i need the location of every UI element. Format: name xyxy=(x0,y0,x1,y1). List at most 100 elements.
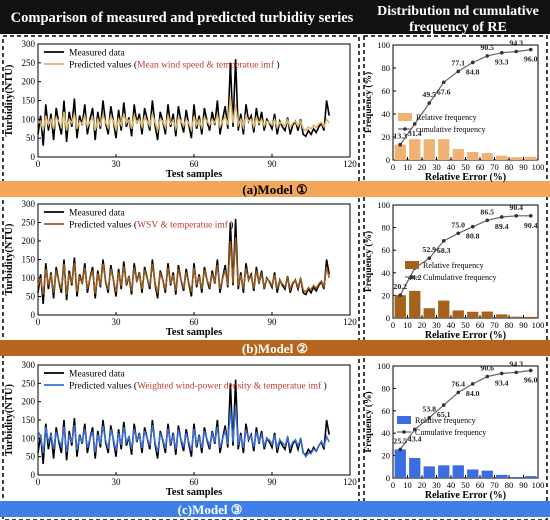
cumulative-data-label: 52.9 xyxy=(422,245,436,254)
y-tick-label: 80 xyxy=(382,63,391,73)
x-tick-label: 80 xyxy=(505,480,514,490)
y-tick-label: 20 xyxy=(382,132,391,142)
y-tick-label: 80 xyxy=(382,223,391,233)
y-tick-label: 20 xyxy=(382,290,391,300)
x-tick-label: 60 xyxy=(476,320,485,330)
y-tick-label: 60 xyxy=(382,245,391,255)
band-a-bg xyxy=(0,181,550,197)
x-tick-label: 20 xyxy=(418,320,427,330)
y-tick-label: 100 xyxy=(377,40,390,50)
cumulative-data-label: 76.4 xyxy=(451,379,465,388)
y-tick-label: 60 xyxy=(382,406,391,416)
cumulative-data-label: 67.6 xyxy=(437,87,451,96)
x-tick-label: 30 xyxy=(432,320,441,330)
cumulative-data-label: 93.4 xyxy=(495,378,509,387)
y-tick-label: 250 xyxy=(22,218,36,228)
cumulative-frequency-point xyxy=(470,382,475,386)
y-tick-label: 100 xyxy=(22,273,36,283)
y-axis-label: Turbidity(NTU) xyxy=(4,384,15,456)
x-tick-label: 0 xyxy=(391,480,395,490)
re-chart-b: 0 20 40 60 80 100 0 10 20 30 40 50 60 70 80 90 100 Relati… xyxy=(363,200,544,341)
cumulative-data-label: 96.0 xyxy=(524,375,538,384)
relative-frequency-bar xyxy=(394,144,406,160)
cumulative-frequency-point xyxy=(441,80,446,85)
x-axis-label: Relative Error (%) xyxy=(425,172,506,183)
cumulative-frequency-point xyxy=(427,415,432,420)
x-tick-label: 100 xyxy=(532,320,545,330)
x-tick-label: 30 xyxy=(112,477,122,487)
legend-predicted-inner: WSV & temperatue imf xyxy=(137,220,229,231)
relative-frequency-bar xyxy=(438,139,450,160)
re-chart-c: 0 20 40 60 80 100 0 10 20 30 40 50 60 70 80 90 100 Relati… xyxy=(363,359,544,501)
cumulative-frequency-point xyxy=(470,224,475,229)
cumulative-frequency-point xyxy=(499,50,504,55)
legend-measured-label: Measured data xyxy=(69,209,125,219)
relative-frequency-bar xyxy=(525,156,537,160)
cumulative-data-label: 96.0 xyxy=(524,55,538,64)
relative-frequency-bar xyxy=(525,316,537,318)
x-axis-label: Test samples xyxy=(166,327,223,338)
y-tick-label: 50 xyxy=(26,292,36,302)
relative-frequency-bar xyxy=(409,139,421,160)
y-tick-label: 60 xyxy=(382,86,391,96)
x-tick-label: 60 xyxy=(190,317,200,327)
x-tick-label: 40 xyxy=(447,480,456,490)
x-tick-label: 70 xyxy=(490,480,499,490)
x-tick-label: 70 xyxy=(490,320,499,330)
relative-frequency-bar xyxy=(510,316,522,318)
y-tick-label: 0 xyxy=(386,155,390,165)
x-tick-label: 20 xyxy=(418,162,427,172)
y-tick-label: 0 xyxy=(386,313,390,323)
y-axis-label: Turbidity(NTU) xyxy=(4,223,15,295)
x-tick-label: 10 xyxy=(403,320,412,330)
legend-cumulative-marker xyxy=(403,127,407,131)
legend-relative-swatch xyxy=(398,113,412,121)
x-tick-label: 90 xyxy=(519,162,528,172)
x-tick-label: 60 xyxy=(476,480,485,490)
relative-frequency-bar xyxy=(510,476,522,478)
cumulative-data-label: 90.4 xyxy=(524,221,538,230)
x-tick-label: 120 xyxy=(343,159,357,169)
cumulative-frequency-point xyxy=(398,293,403,297)
x-tick-label: 10 xyxy=(403,162,412,172)
y-tick-label: 300 xyxy=(22,39,36,49)
y-tick-label: 150 xyxy=(22,255,36,265)
cumulative-frequency-point xyxy=(470,60,475,65)
cumulative-data-label: 53.8 xyxy=(422,405,436,414)
y-tick-label: 100 xyxy=(22,433,36,443)
legend-predicted-prefix: Predicted values ( xyxy=(69,381,137,392)
cumulative-frequency-point xyxy=(485,54,490,58)
x-tick-label: 60 xyxy=(190,477,200,487)
relative-frequency-bar xyxy=(423,308,435,318)
cumulative-data-label: 84.8 xyxy=(466,67,480,76)
x-tick-label: 90 xyxy=(268,477,278,487)
relative-frequency-bar xyxy=(394,449,406,478)
x-tick-label: 90 xyxy=(519,320,528,330)
relative-frequency-bar xyxy=(438,465,450,478)
cumulative-data-label: 84.0 xyxy=(466,389,480,398)
band-c: (c)Model ③ xyxy=(0,501,550,517)
header-bar xyxy=(0,0,550,34)
x-tick-label: 0 xyxy=(391,320,395,330)
y-tick-label: 0 xyxy=(31,152,36,162)
band-b-label: (b)Model ② xyxy=(242,341,308,356)
y-tick-label: 40 xyxy=(382,109,391,119)
x-tick-label: 30 xyxy=(112,317,122,327)
cumulative-frequency-point xyxy=(514,49,519,54)
cumulative-frequency-point xyxy=(427,256,432,261)
cumulative-data-label: 90.4 xyxy=(509,203,523,212)
y-tick-label: 50 xyxy=(26,452,36,462)
y-axis-label: Turbidity(NTU) xyxy=(4,64,15,136)
x-tick-label: 50 xyxy=(461,162,470,172)
legend-predicted-label: Predicted values (Weighted wind-power de… xyxy=(69,381,327,392)
legend-predicted-label: Predicted values (WSV & temperatue imf ) xyxy=(69,220,233,231)
band-c-label: (c)Model ③ xyxy=(178,502,243,517)
y-axis-label: Frequency (%) xyxy=(363,72,374,133)
relative-frequency-bar xyxy=(452,465,464,478)
relative-frequency-bar xyxy=(481,470,493,478)
cumulative-frequency-point xyxy=(485,218,490,223)
cumulative-data-label: 90.6 xyxy=(480,364,494,373)
x-tick-label: 100 xyxy=(532,480,545,490)
y-tick-label: 100 xyxy=(22,114,36,124)
